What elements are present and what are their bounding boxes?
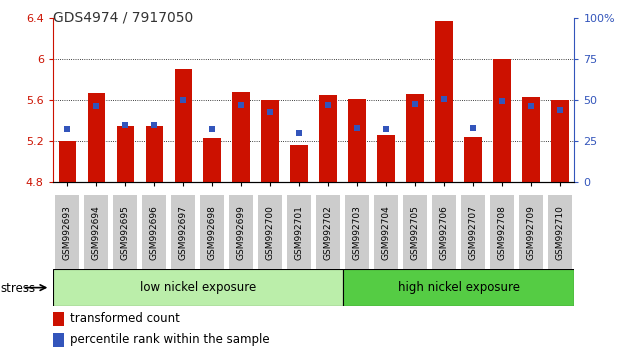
Text: GSM992700: GSM992700 [266, 205, 274, 259]
Text: GSM992695: GSM992695 [120, 205, 130, 259]
FancyBboxPatch shape [258, 195, 282, 269]
Text: stress: stress [1, 282, 36, 295]
Text: GSM992699: GSM992699 [237, 205, 246, 259]
FancyBboxPatch shape [171, 195, 195, 269]
Bar [204, 138, 221, 182]
FancyBboxPatch shape [201, 195, 224, 269]
Bar [343, 269, 574, 306]
FancyBboxPatch shape [114, 195, 137, 269]
Text: GDS4974 / 7917050: GDS4974 / 7917050 [53, 11, 193, 25]
FancyBboxPatch shape [345, 195, 369, 269]
Bar [522, 97, 540, 182]
Text: GSM992701: GSM992701 [294, 205, 304, 259]
FancyBboxPatch shape [519, 195, 543, 269]
Text: GSM992698: GSM992698 [207, 205, 217, 259]
Text: GSM992702: GSM992702 [324, 205, 333, 259]
Text: high nickel exposure: high nickel exposure [397, 281, 520, 294]
Bar [117, 126, 134, 182]
Text: low nickel exposure: low nickel exposure [140, 281, 256, 294]
Bar [53, 333, 64, 347]
Text: GSM992694: GSM992694 [92, 205, 101, 259]
FancyBboxPatch shape [316, 195, 340, 269]
Text: GSM992705: GSM992705 [410, 205, 420, 259]
Bar [493, 59, 510, 182]
Bar [88, 93, 105, 182]
Bar [53, 312, 64, 326]
Text: GSM992708: GSM992708 [497, 205, 507, 259]
Bar [53, 269, 343, 306]
Text: GSM992710: GSM992710 [555, 205, 564, 259]
Text: GSM992703: GSM992703 [353, 205, 361, 259]
Bar [465, 137, 482, 182]
Bar [261, 100, 279, 182]
Bar [232, 92, 250, 182]
Bar [319, 95, 337, 182]
FancyBboxPatch shape [229, 195, 253, 269]
Text: GSM992704: GSM992704 [381, 205, 391, 259]
Bar [348, 99, 366, 182]
Bar [58, 141, 76, 182]
FancyBboxPatch shape [288, 195, 311, 269]
Text: transformed count: transformed count [70, 312, 180, 325]
FancyBboxPatch shape [374, 195, 398, 269]
FancyBboxPatch shape [403, 195, 427, 269]
FancyBboxPatch shape [548, 195, 572, 269]
Text: GSM992707: GSM992707 [468, 205, 478, 259]
FancyBboxPatch shape [142, 195, 166, 269]
Bar [291, 145, 308, 182]
Bar [551, 100, 569, 182]
Text: GSM992706: GSM992706 [440, 205, 448, 259]
FancyBboxPatch shape [55, 195, 79, 269]
Text: GSM992709: GSM992709 [527, 205, 535, 259]
Text: percentile rank within the sample: percentile rank within the sample [70, 333, 270, 346]
Bar [406, 94, 424, 182]
Bar [435, 21, 453, 182]
FancyBboxPatch shape [432, 195, 456, 269]
Text: GSM992696: GSM992696 [150, 205, 159, 259]
FancyBboxPatch shape [461, 195, 485, 269]
Text: GSM992693: GSM992693 [63, 205, 72, 259]
Bar [175, 69, 192, 182]
Bar [378, 135, 395, 182]
FancyBboxPatch shape [84, 195, 108, 269]
FancyBboxPatch shape [490, 195, 514, 269]
Bar [145, 126, 163, 182]
Text: GSM992697: GSM992697 [179, 205, 188, 259]
